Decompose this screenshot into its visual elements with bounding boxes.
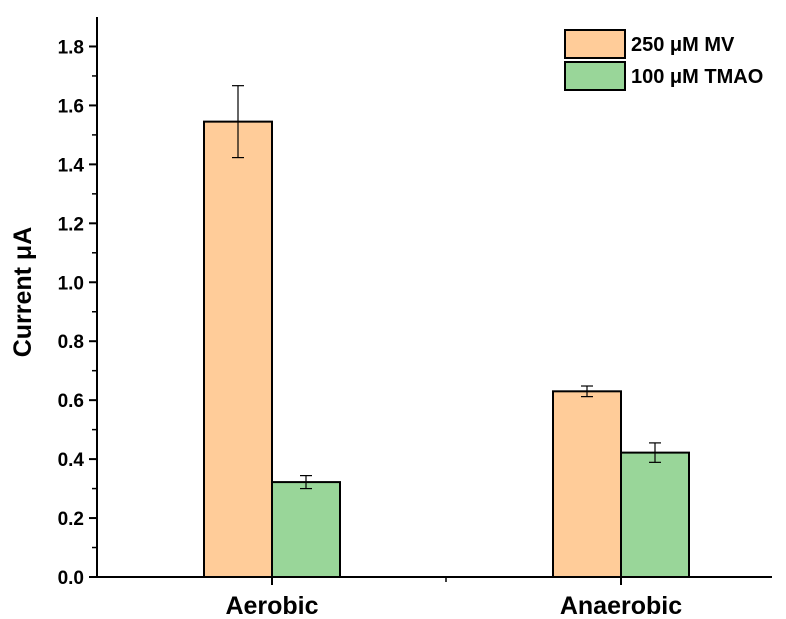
legend-item-1: 250 μM MV <box>564 29 735 59</box>
bar-anaerobic-series-1 <box>552 390 622 578</box>
y-tick-label: 0.4 <box>58 450 85 471</box>
y-axis-label: Current μA <box>9 227 37 358</box>
bars-layer <box>203 120 690 579</box>
bar-aerobic-series-2 <box>271 481 341 578</box>
y-tick-label: 0.6 <box>58 391 84 412</box>
bar-aerobic-series-1 <box>203 120 273 578</box>
error-bar-aerobic-series-1 <box>232 85 244 159</box>
legend-item-2: 100 μM TMAO <box>564 61 763 91</box>
axes-layer: 0.0 0.2 0.4 0.6 0.8 1.0 1.2 1.4 1.6 1.8 Aerobic Ana… <box>58 17 772 619</box>
bar-anaerobic-series-2 <box>620 451 690 579</box>
error-bar-anaerobic-series-1 <box>581 385 593 398</box>
y-tick-label: 1.8 <box>58 37 84 58</box>
y-tick-label: 0.2 <box>58 509 84 530</box>
y-tick-label: 0.8 <box>58 332 84 353</box>
legend-label: 250 μM MV <box>631 34 735 56</box>
y-tick-label: 1.6 <box>58 96 84 117</box>
y-tick-label: 0.0 <box>58 568 84 589</box>
legend-swatch <box>564 29 626 59</box>
x-tick-label-aerobic: Aerobic <box>225 592 318 619</box>
legend-label: 100 μM TMAO <box>631 66 763 88</box>
x-tick-label-anaerobic: Anaerobic <box>560 592 682 619</box>
legend: 250 μM MV 100 μM TMAO <box>564 29 763 91</box>
error-bars-layer <box>232 85 661 490</box>
error-bar-aerobic-series-2 <box>300 475 312 490</box>
y-tick-label: 1.2 <box>58 214 84 235</box>
y-tick-label: 1.0 <box>58 273 84 294</box>
y-tick-label: 1.4 <box>58 155 85 176</box>
error-bar-anaerobic-series-2 <box>649 442 661 463</box>
legend-swatch <box>564 61 626 91</box>
